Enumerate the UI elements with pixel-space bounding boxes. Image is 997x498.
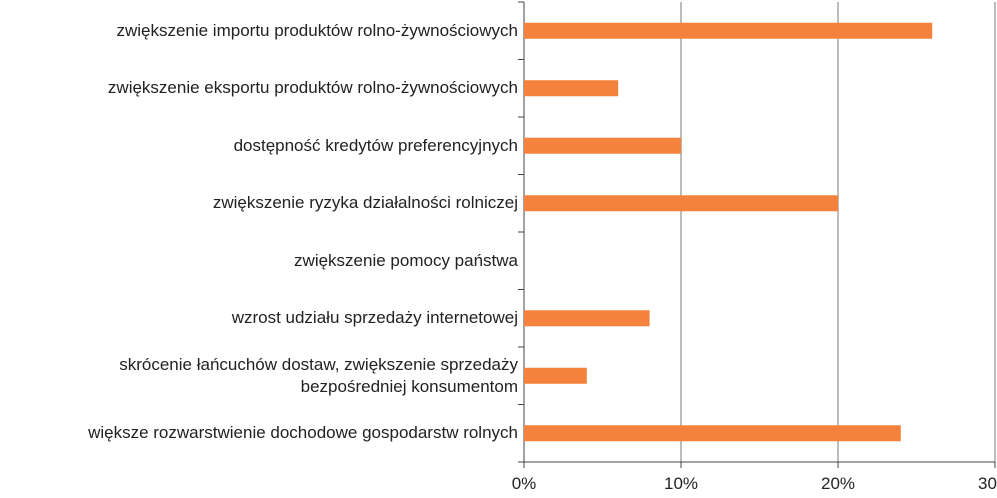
x-tick-label: 20% [820, 474, 856, 493]
x-tick-label: 10% [663, 474, 699, 493]
y-tick-label: wzrost udziału sprzedaży internetowej [231, 308, 518, 328]
y-tick-label: zwiększenie eksportu produktów rolno-żyw… [107, 78, 518, 98]
bar [524, 195, 838, 212]
y-tick-label: dostępność kredytów preferencyjnych [233, 135, 518, 155]
bar [524, 425, 901, 442]
y-tick-label: zwiększenie ryzyka działalności rolnicze… [212, 193, 518, 213]
y-tick-label: zwiększenie pomocy państwa [294, 250, 518, 270]
x-tick-label: 0% [511, 474, 537, 493]
bar [524, 80, 619, 97]
y-tick-label: zwiększenie importu produktów rolno-żywn… [116, 20, 518, 40]
y-tick-label: większe rozwarstwienie dochodowe gospoda… [88, 423, 518, 443]
y-tick-label: skrócenie łańcuchów dostaw, zwiększenie … [119, 354, 518, 396]
bar [524, 367, 587, 384]
x-tick-label: 30% [977, 474, 997, 493]
bar [524, 22, 933, 39]
bar [524, 310, 650, 327]
bar [524, 137, 681, 154]
